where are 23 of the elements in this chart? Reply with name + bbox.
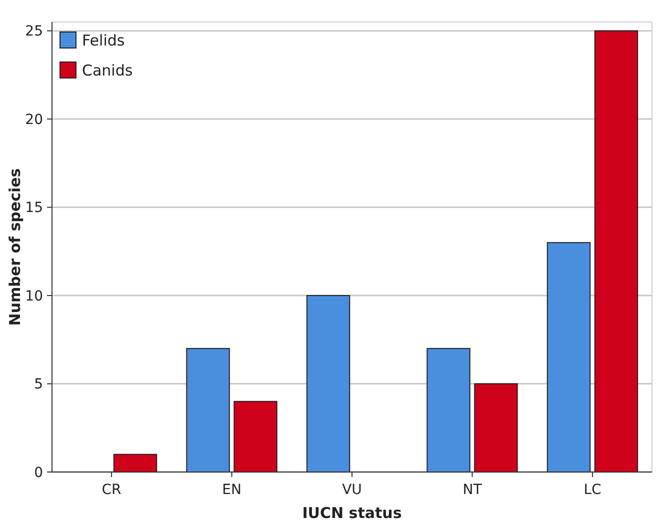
bar xyxy=(113,454,158,472)
x-tick-label: VU xyxy=(342,482,362,498)
x-tick-label: CR xyxy=(102,482,122,498)
x-tick-label: LC xyxy=(584,482,602,498)
bar xyxy=(306,295,350,472)
x-tick-label: EN xyxy=(222,482,242,498)
bar xyxy=(186,348,230,472)
y-tick-label: 5 xyxy=(34,376,43,393)
y-axis-title: Number of species xyxy=(6,168,24,326)
bar xyxy=(594,30,638,472)
legend-label: Canids xyxy=(82,61,133,80)
y-tick-label: 20 xyxy=(25,112,43,128)
y-tick-label: 10 xyxy=(25,288,43,304)
legend-label: Felids xyxy=(82,31,125,50)
bar xyxy=(474,383,518,472)
bar xyxy=(426,348,470,472)
bar xyxy=(234,400,278,472)
y-tick-label: 25 xyxy=(25,24,43,40)
bar xyxy=(546,242,591,472)
y-tick-label: 15 xyxy=(25,200,43,216)
x-tick-label: NT xyxy=(462,482,482,498)
y-tick-label: 0 xyxy=(34,464,43,481)
x-axis-title: IUCN status xyxy=(302,504,402,522)
